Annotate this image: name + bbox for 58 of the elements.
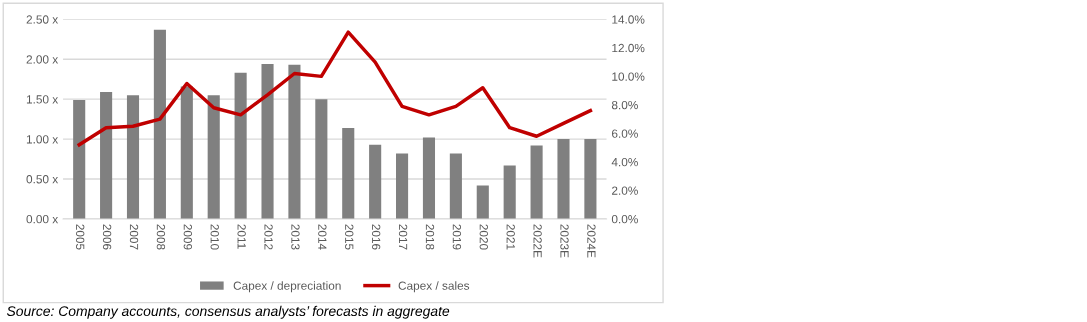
bar (288, 64, 301, 219)
x-tick-label: 2012 (264, 224, 273, 250)
source-note: Source: Company accounts, consensus analysts’ forecasts in aggregate (6, 305, 450, 319)
bar (73, 99, 86, 219)
x-tick-label: 2009 (183, 224, 192, 250)
y2-tick-label: 10.0% (612, 72, 645, 81)
bar (503, 165, 516, 219)
y-tick-label: 2.00 x (26, 55, 59, 64)
bar (100, 91, 113, 219)
bar (369, 144, 382, 219)
legend-label: Capex / depreciation (233, 281, 341, 293)
x-tick-label: 2011 (237, 224, 246, 249)
line-series (77, 30, 593, 147)
x-tick-label: 2007 (129, 224, 139, 250)
bar (126, 95, 140, 219)
x-tick-label: 2016 (371, 224, 381, 250)
bar (530, 145, 543, 219)
x-tick-label: 2019 (452, 224, 462, 250)
y-tick-label: 1.00 x (26, 135, 59, 144)
bar (584, 139, 597, 219)
x-tick-label: 2015 (345, 224, 354, 250)
x-tick-label: 2008 (156, 224, 166, 250)
y2-tick-label: 12.0% (612, 43, 645, 53)
y-tick-label: 0.50 x (26, 175, 59, 184)
x-tick-label: 2010 (210, 224, 219, 250)
y2-tick-label: 0.0% (611, 214, 638, 224)
y2-tick-label: 4.0% (611, 157, 638, 167)
bar (557, 139, 570, 219)
bar (261, 64, 274, 219)
x-tick-label: 2023E (560, 224, 569, 258)
x-tick-label: 2022E (533, 224, 542, 258)
y-tick-label: 1.50 x (26, 95, 59, 104)
x-tick-label: 2017 (398, 224, 408, 250)
x-tick-label: 2024E (587, 224, 596, 258)
bar (342, 127, 355, 219)
x-tick-label: 2014 (318, 224, 327, 250)
x-tick-label: 2021 (506, 224, 515, 250)
bar (476, 185, 489, 219)
x-tick-label: 2006 (102, 224, 112, 250)
bar (180, 86, 193, 219)
y2-tick-label: 8.0% (611, 100, 638, 110)
y2-tick-label: 2.0% (612, 186, 638, 195)
x-tick-label: 2013 (291, 224, 300, 250)
y-tick-label: 2.50 x (26, 15, 59, 24)
bar (207, 95, 220, 219)
y-tick-label: 0.00 x (26, 214, 59, 224)
x-tick-label: 2005 (76, 224, 85, 250)
y2-tick-label: 14.0% (612, 15, 645, 24)
y2-tick-label: 6.0% (612, 129, 638, 138)
x-tick-label: 2020 (479, 224, 488, 250)
bar (396, 153, 409, 219)
bar (234, 72, 247, 219)
bar (449, 153, 462, 219)
bar (315, 99, 328, 219)
x-tick-label: 2018 (425, 224, 435, 250)
bar (153, 29, 166, 219)
bar (422, 137, 436, 219)
legend-label: Capex / sales (398, 281, 470, 293)
